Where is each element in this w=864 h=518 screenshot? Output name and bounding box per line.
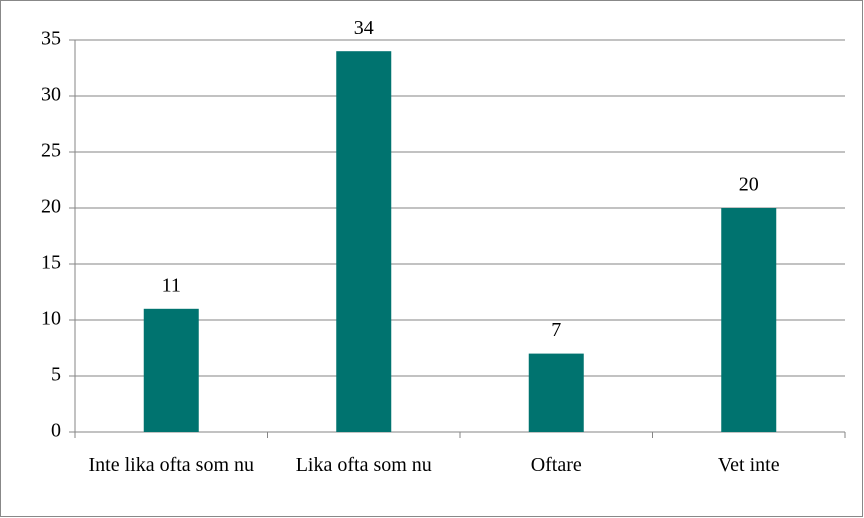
y-tick-label: 15 (41, 252, 61, 274)
data-label: 20 (739, 174, 759, 196)
x-tick-label: Lika ofta som nu (296, 454, 432, 476)
bar (143, 308, 199, 432)
y-tick-label: 5 (51, 364, 61, 386)
y-tick-label: 0 (51, 420, 61, 442)
y-tick-label: 35 (41, 28, 61, 50)
data-label: 7 (551, 319, 561, 341)
y-tick-label: 30 (41, 84, 61, 106)
bar (336, 51, 392, 432)
x-tick-label: Inte lika ofta som nu (88, 454, 254, 476)
y-tick-label: 25 (41, 140, 61, 162)
y-tick-label: 10 (41, 308, 61, 330)
x-tick-label: Vet inte (718, 454, 780, 476)
bar (528, 353, 584, 432)
data-label: 34 (354, 17, 374, 39)
data-label: 11 (162, 274, 181, 296)
x-tick-label: Oftare (531, 454, 582, 476)
bar (721, 208, 777, 432)
y-tick-label: 20 (41, 196, 61, 218)
